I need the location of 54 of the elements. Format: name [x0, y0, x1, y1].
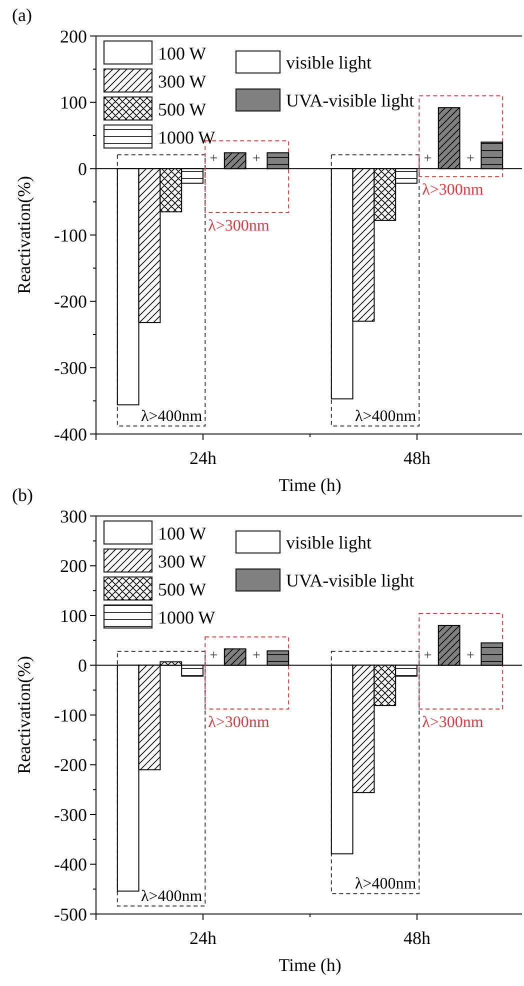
y-tick-label: -300 — [54, 358, 87, 378]
legend-label: 300 W — [158, 551, 206, 572]
annotation: λ>400nm — [354, 876, 417, 893]
annotation: λ>300nm — [208, 217, 270, 234]
y-tick-label: -500 — [54, 904, 87, 924]
annotation: visible light — [286, 52, 372, 72]
annotation: UVA-visible light — [286, 570, 414, 590]
annotation: + — [210, 648, 218, 664]
y-tick-label: -100 — [54, 225, 87, 246]
x-tick-label: 24h — [190, 928, 216, 948]
x-axis-title: Time (h) — [278, 475, 342, 495]
legend-label: 500 W — [158, 579, 206, 600]
x-tick-label: 48h — [404, 928, 430, 948]
legend-label: 100 W — [158, 523, 206, 544]
x-axis-title: Time (h) — [278, 955, 342, 975]
x-tick-label: 24h — [190, 448, 216, 468]
y-axis-title: Reactivation(%) — [14, 176, 34, 294]
annotation: visible light — [286, 532, 372, 552]
annotation: + — [466, 648, 475, 664]
y-tick-label: 100 — [60, 92, 87, 113]
legend-label: 100 W — [158, 43, 206, 64]
y-tick-label: 0 — [78, 158, 87, 179]
annotation: + — [424, 648, 432, 664]
annotation: + — [424, 152, 432, 167]
y-tick-label: -300 — [54, 804, 87, 825]
legend-label: 500 W — [158, 99, 206, 120]
y-tick-label: -200 — [54, 755, 87, 776]
annotation: + — [210, 152, 218, 167]
annotation: λ>300nm — [208, 714, 270, 732]
y-tick-label: 200 — [60, 26, 87, 46]
annotation: + — [252, 648, 261, 664]
y-tick-label: -400 — [54, 854, 87, 875]
x-tick-label: 48h — [404, 448, 430, 468]
annotation: UVA-visible light — [286, 90, 414, 110]
y-axis-title: Reactivation(%) — [14, 656, 34, 774]
annotation: λ>400nm — [354, 408, 417, 426]
annotation: λ>300nm — [422, 182, 484, 199]
y-tick-label: -100 — [54, 705, 87, 726]
y-tick-label: 100 — [60, 606, 87, 626]
legend-label: 300 W — [158, 71, 206, 92]
y-tick-label: -400 — [54, 424, 87, 444]
legend-label: 1000 W — [158, 127, 216, 148]
y-tick-label: 300 — [60, 506, 87, 526]
annotation: λ>400nm — [140, 408, 203, 426]
annotation: λ>300nm — [422, 714, 484, 732]
legend-label: 1000 W — [158, 607, 216, 628]
annotation: + — [466, 152, 475, 167]
annotation: λ>400nm — [140, 888, 203, 906]
chart-title: (b) — [12, 485, 33, 505]
y-tick-label: -200 — [54, 292, 87, 312]
annotation: + — [252, 152, 261, 167]
y-tick-label: 200 — [60, 556, 87, 576]
y-tick-label: 0 — [78, 656, 87, 676]
chart-title: (a) — [12, 5, 32, 25]
